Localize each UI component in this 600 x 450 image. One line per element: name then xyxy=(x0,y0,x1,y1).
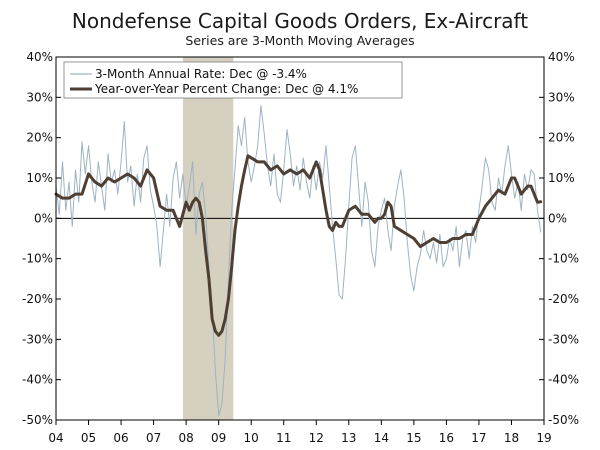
x-tick-label: 12 xyxy=(309,431,324,445)
series-line-yoy-change xyxy=(54,154,543,337)
y-tick-label-left: 0% xyxy=(34,211,53,225)
legend: 3-Month Annual Rate: Dec @ -3.4% Year-ov… xyxy=(63,61,403,99)
y-tick-label-right: 10% xyxy=(548,171,575,185)
chart-title: Nondefense Capital Goods Orders, Ex-Airc… xyxy=(72,9,528,33)
x-tick-label: 17 xyxy=(471,431,486,445)
legend-label-yoy: Year-over-Year Percent Change: Dec @ 4.1… xyxy=(94,82,358,96)
y-tick-label-right: -20% xyxy=(548,292,579,306)
y-tick-label-left: 40% xyxy=(26,50,53,64)
legend-box xyxy=(63,61,403,99)
recession-band-layer xyxy=(182,57,234,420)
recession-band xyxy=(182,57,234,420)
y-tick-label-right: -50% xyxy=(548,413,579,427)
series-line-monthly-rate xyxy=(55,104,542,417)
x-tick-label: 15 xyxy=(406,431,421,445)
y-tick-label-left: -20% xyxy=(22,292,53,306)
y-tick-label-left: -40% xyxy=(22,373,53,387)
y-tick-label-left: -10% xyxy=(22,252,53,266)
chart-subtitle: Series are 3-Month Moving Averages xyxy=(185,33,414,48)
y-tick-label-left: -50% xyxy=(22,413,53,427)
y-tick-label-left: -30% xyxy=(22,332,53,346)
y-tick-label-right: 30% xyxy=(548,90,575,104)
y-tick-label-left: 30% xyxy=(26,90,53,104)
y-tick-label-left: 20% xyxy=(26,131,53,145)
tick-layer: 40% 40% 30% 30% 20% 20% 10% 10% 0% 0% -10% -10% -20%… xyxy=(22,50,579,445)
y-tick-label-right: -30% xyxy=(548,332,579,346)
y-tick-label-right: 0% xyxy=(548,211,567,225)
x-tick-label: 06 xyxy=(113,431,128,445)
y-tick-label-right: -10% xyxy=(548,252,579,266)
x-tick-label: 16 xyxy=(439,431,454,445)
x-tick-label: 05 xyxy=(81,431,96,445)
x-tick-label: 13 xyxy=(341,431,356,445)
x-tick-label: 19 xyxy=(536,431,551,445)
x-tick-label: 04 xyxy=(48,431,63,445)
x-tick-label: 09 xyxy=(211,431,226,445)
plot-frame xyxy=(55,56,545,421)
series-layer xyxy=(54,104,543,417)
x-tick-label: 11 xyxy=(276,431,291,445)
y-tick-label-right: 20% xyxy=(548,131,575,145)
y-tick-label-right: -40% xyxy=(548,373,579,387)
x-tick-label: 18 xyxy=(504,431,519,445)
x-tick-label: 10 xyxy=(244,431,259,445)
y-tick-label-left: 10% xyxy=(26,171,53,185)
legend-label-monthly: 3-Month Annual Rate: Dec @ -3.4% xyxy=(95,67,307,81)
x-tick-label: 07 xyxy=(146,431,161,445)
y-tick-label-right: 40% xyxy=(548,50,575,64)
x-tick-label: 08 xyxy=(178,431,193,445)
x-tick-label: 14 xyxy=(374,431,389,445)
